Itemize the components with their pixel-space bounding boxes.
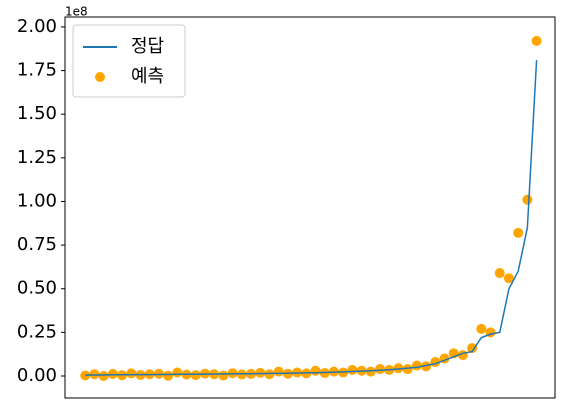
- line: [85, 60, 538, 376]
- legend-box: [72, 24, 186, 98]
- y-tick-label: 1.50: [17, 103, 57, 124]
- y-tick-label: 2.00: [17, 16, 57, 37]
- point: [126, 368, 137, 379]
- point: [273, 366, 284, 377]
- point: [522, 194, 533, 205]
- point: [494, 268, 505, 279]
- y-tick-label: 0.50: [17, 278, 57, 299]
- point: [365, 366, 376, 377]
- point: [107, 368, 118, 379]
- legend-label: 정답: [131, 36, 164, 57]
- y-tick-label: 1.25: [17, 147, 57, 168]
- point: [411, 360, 422, 371]
- point: [218, 370, 229, 381]
- point: [402, 364, 413, 375]
- point: [476, 323, 487, 334]
- y-tick-label: 1.75: [17, 60, 57, 81]
- point: [310, 365, 321, 376]
- point: [80, 370, 91, 381]
- axes-frame: [64, 16, 556, 399]
- point: [503, 273, 514, 284]
- point: [467, 343, 478, 354]
- point: [172, 367, 183, 378]
- point: [531, 35, 542, 46]
- point: [264, 369, 275, 380]
- point: [421, 361, 432, 372]
- y-tick-label: 0.00: [17, 365, 57, 386]
- y-tick-label: 0.25: [17, 321, 57, 342]
- legend-marker: [95, 72, 105, 82]
- point: [513, 227, 524, 238]
- point: [393, 363, 404, 374]
- y-tick-label: 1.00: [17, 190, 57, 211]
- legend-label: 예측: [131, 66, 164, 87]
- point: [98, 371, 109, 382]
- point: [163, 370, 174, 381]
- point: [190, 370, 201, 381]
- point: [375, 364, 385, 375]
- y-tick-label: 0.75: [17, 234, 57, 255]
- point: [347, 364, 358, 375]
- offset-text: 1e8: [65, 5, 88, 19]
